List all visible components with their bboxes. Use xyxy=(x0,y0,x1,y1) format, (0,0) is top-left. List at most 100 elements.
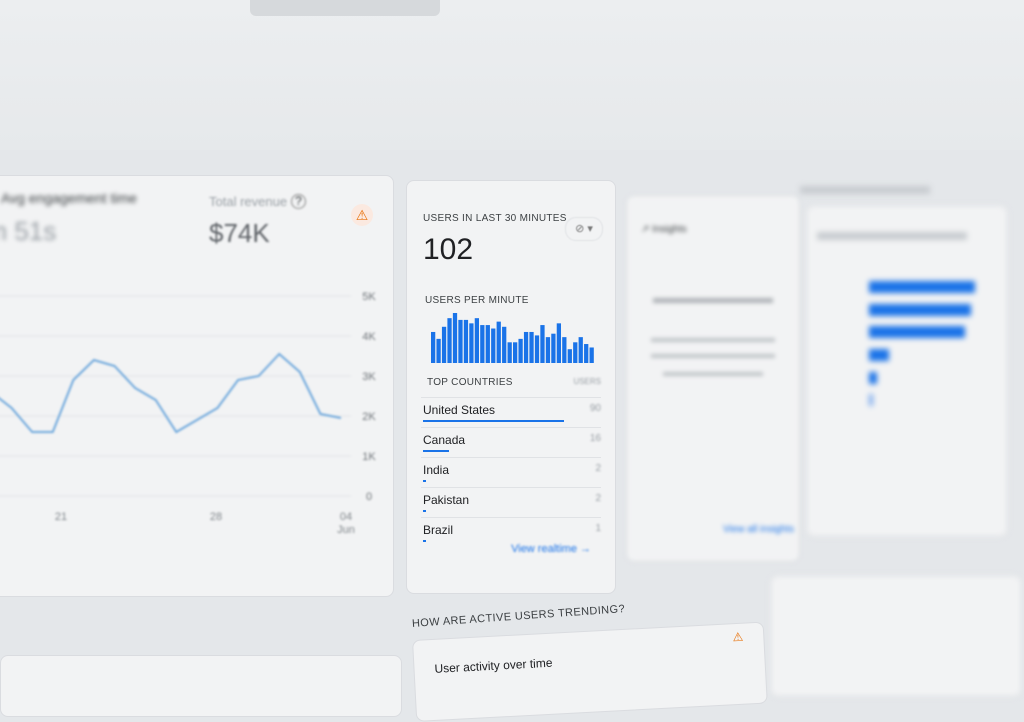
revenue-value: $74K xyxy=(209,218,270,248)
per-minute-bar xyxy=(480,325,485,363)
per-minute-bar xyxy=(474,318,479,363)
x-tick-label: Jun xyxy=(337,524,355,536)
top-tab[interactable] xyxy=(250,0,440,16)
compare-dropdown[interactable]: ⊘ ▾ xyxy=(565,217,603,241)
per-minute-bar xyxy=(523,331,529,363)
country-users: 16 xyxy=(589,433,601,444)
revenue-series-line xyxy=(0,352,342,434)
realtime-card: USERS IN LAST 30 MINUTES ⊘ ▾ 102 USERS P… xyxy=(406,180,616,594)
user-activity-card: User activity over time ⚠ xyxy=(412,621,768,722)
per-minute-bar xyxy=(518,338,523,363)
per-minute-bar xyxy=(447,318,452,363)
country-share-bar xyxy=(423,420,564,422)
country-name[interactable]: United States xyxy=(423,403,496,417)
question-circle-icon[interactable]: ? xyxy=(291,194,306,209)
per-minute-bar xyxy=(573,342,578,363)
insights-text xyxy=(663,372,763,376)
country-name[interactable]: Pakistan xyxy=(423,493,470,507)
metrics-card: Avg engagement time 1m 51s Total revenue… xyxy=(0,175,394,597)
divider xyxy=(421,427,601,428)
per-minute-bar xyxy=(496,321,501,363)
per-minute-bar xyxy=(562,337,567,363)
country-users: 2 xyxy=(595,463,601,474)
bottom-left-card xyxy=(0,655,402,717)
engagement-value: 1m 51s xyxy=(0,216,57,246)
country-share-bar xyxy=(423,540,426,542)
per-minute-bar xyxy=(534,335,540,363)
bottom-right-card xyxy=(770,575,1022,697)
per-minute-bar xyxy=(485,325,490,363)
right-chart-card xyxy=(806,205,1008,537)
country-users: 1 xyxy=(595,523,601,534)
x-tick-label: 04 xyxy=(340,511,352,523)
y-tick-label: 5K xyxy=(362,291,376,303)
user-activity-title: User activity over time xyxy=(434,655,553,676)
per-minute-bar xyxy=(556,323,561,363)
revenue-label: Total revenue xyxy=(209,194,288,209)
top-countries-label: TOP COUNTRIES xyxy=(427,377,513,388)
per-minute-bar xyxy=(469,323,474,363)
per-minute-bar xyxy=(578,337,583,363)
y-tick-label: 1K xyxy=(362,451,376,463)
realtime-title: USERS IN LAST 30 MINUTES xyxy=(423,213,567,224)
per-minute-bar-chart xyxy=(431,313,594,363)
per-minute-bar xyxy=(431,331,436,363)
per-minute-label: USERS PER MINUTE xyxy=(425,295,529,306)
per-minute-bar xyxy=(463,319,469,363)
per-minute-bar xyxy=(567,349,572,363)
country-share-bar xyxy=(423,480,427,482)
insights-text xyxy=(651,338,775,342)
check-circle-icon: ⊘ xyxy=(575,223,585,235)
insights-title: ↗ Insights xyxy=(641,224,687,235)
per-minute-bar xyxy=(458,319,463,363)
per-minute-bar xyxy=(529,331,534,363)
users-column-header: USERS xyxy=(573,377,601,386)
per-minute-bar xyxy=(540,325,545,363)
country-name[interactable]: Brazil xyxy=(423,523,454,537)
country-users: 2 xyxy=(595,493,601,504)
per-minute-bar xyxy=(507,342,512,363)
warning-triangle-icon[interactable]: ⚠ xyxy=(351,204,373,226)
insights-card: ↗ Insights View all insights xyxy=(626,195,800,562)
country-share-bar xyxy=(423,450,449,452)
view-realtime-text: View realtime xyxy=(511,543,577,555)
per-minute-bar xyxy=(436,338,441,363)
bar xyxy=(869,281,975,293)
per-minute-bar xyxy=(584,344,589,363)
top-area xyxy=(0,0,1024,150)
per-minute-bar xyxy=(545,337,551,363)
per-minute-bar xyxy=(551,333,556,363)
per-minute-bar xyxy=(502,326,507,363)
view-insights-link[interactable]: View all insights xyxy=(723,524,794,535)
country-name[interactable]: Canada xyxy=(423,433,466,447)
divider xyxy=(421,457,601,458)
y-tick-label: 2K xyxy=(362,411,376,423)
per-minute-bar xyxy=(452,313,458,363)
divider xyxy=(421,397,601,398)
x-tick-label: 21 xyxy=(55,511,67,523)
card-title xyxy=(817,232,967,240)
divider xyxy=(421,517,601,518)
insights-text xyxy=(651,354,775,358)
view-realtime-link[interactable]: View realtime → xyxy=(511,543,591,555)
warning-triangle-icon[interactable]: ⚠ xyxy=(732,629,744,645)
section-heading xyxy=(800,186,930,194)
per-minute-bar xyxy=(491,328,496,363)
engagement-label: Avg engagement time xyxy=(1,190,137,206)
per-minute-bar xyxy=(441,326,447,363)
y-tick-label: 3K xyxy=(362,371,376,383)
y-tick-label: 0 xyxy=(366,491,372,503)
per-minute-bar xyxy=(513,342,518,363)
country-name[interactable]: India xyxy=(423,463,450,477)
x-tick-label: 28 xyxy=(210,511,222,523)
bar xyxy=(869,326,965,338)
insights-text xyxy=(653,298,773,303)
y-tick-label: 4K xyxy=(362,331,376,343)
bar xyxy=(869,394,873,406)
insights-icon: ↗ xyxy=(641,224,650,235)
divider xyxy=(421,487,601,488)
bar xyxy=(869,304,971,316)
country-share-bar xyxy=(423,510,427,512)
realtime-value: 102 xyxy=(423,233,474,266)
